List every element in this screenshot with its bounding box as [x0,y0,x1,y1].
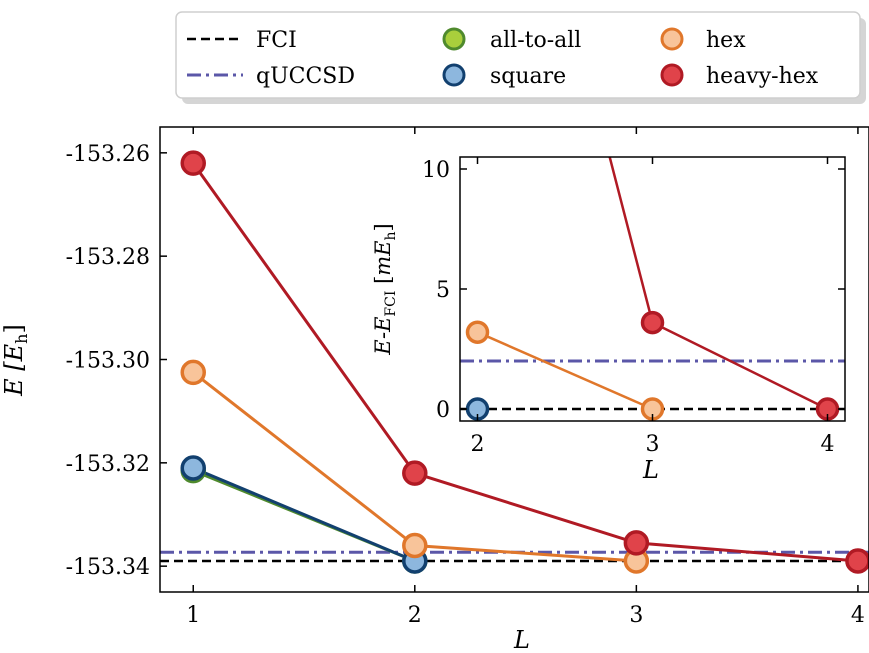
inset-y-label-open: [ [371,276,395,291]
inset-y-tick-label: 0 [436,398,450,423]
main-plot: 1 2 3 4-153.26-153.28-153.30-153.32-153.34 … [0,126,869,653]
legend: FCI qUCCSD all-to-all square hex heavy-h… [175,11,866,104]
legend-hex-label: hex [706,28,746,53]
legend-hex-marker [660,27,684,51]
inset-y-label-minus-e: -E [371,317,395,339]
inset-y-label-fci: FCI [383,291,399,317]
inset-x-axis-label: L [642,456,659,484]
main-square-point [180,455,206,481]
main-heavy-hex-point [402,460,428,486]
svg-text:E [Eh]: E [Eh] [0,324,31,397]
inset-y-label-me: mE [371,240,395,275]
main-y-label-main: E [E [0,343,28,397]
legend-square-label: square [490,64,566,89]
inset-y-label-close: ] [371,223,395,231]
legend-heavy-hex-marker [660,63,684,87]
legend-quccsd-label: qUCCSD [256,64,355,89]
main-x-tick-label: 2 [408,603,422,628]
legend-all-to-all-label: all-to-all [490,28,581,53]
inset-x-tick-label: 2 [471,432,485,457]
legend-box [175,11,861,99]
main-y-label-close: ] [0,324,28,333]
main-x-tick-label: 1 [186,603,200,628]
legend-fci-label: FCI [256,28,297,53]
inset-y-label-h: h [383,231,399,240]
inset-x-tick-label: 4 [821,432,835,457]
main-heavy-hex-point [180,150,206,176]
main-hex-point [402,532,428,559]
main-x-axis-label: L [513,626,530,653]
main-y-label-sub: h [12,334,31,344]
inset-y-axis-label: E-EFCI [mEh] [371,223,399,356]
main-y-axis-label: E [Eh] [0,324,31,397]
main-y-tick-label: -153.34 [66,555,150,580]
inset-hex-point [465,320,490,344]
main-ticks: 1 2 3 4 -153.26 -153.28 -153.30 -153.32 -153.34 [66,127,865,628]
legend-square-marker [442,63,466,87]
main-heavy-hex-point [845,548,869,574]
main-y-tick-label: -153.28 [66,245,150,270]
main-x-tick-label: 4 [851,603,865,628]
inset-plot: 2 3 4 0 5 10 L E-EFCI [mEh] [371,156,846,484]
svg-text:E-EFCI [mEh]: E-EFCI [mEh] [371,223,399,356]
main-heavy-hex-line [191,162,859,563]
inset-y-label-e: E [371,339,395,356]
inset-x-tick-label: 3 [646,432,660,457]
main-square-line [192,466,416,563]
inset-hex-line [476,331,654,411]
inset-background [460,157,845,421]
main-y-tick-label: -153.32 [66,452,150,477]
inset-heavy-hex-point [640,310,665,335]
main-x-tick-label: 3 [629,603,643,628]
main-y-tick-label: -153.26 [66,142,150,167]
main-y-tick-label: -153.30 [66,349,150,374]
inset-series [465,157,840,421]
inset-y-tick-label: 10 [422,158,450,183]
legend-heavy-hex-label: heavy-hex [706,64,819,89]
legend-all-to-all-marker [442,27,466,51]
inset-reference-lines [460,359,845,411]
inset-y-tick-label: 5 [436,278,450,303]
main-hex-point [180,359,206,386]
inset-ticks: 2 3 4 0 5 10 [422,157,845,457]
main-heavy-hex-point [623,530,650,556]
